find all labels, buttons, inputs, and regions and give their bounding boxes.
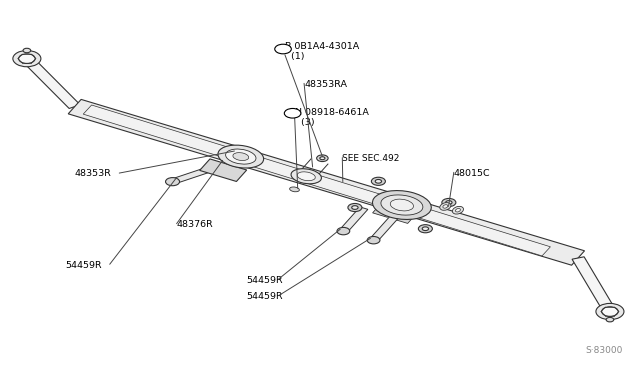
Ellipse shape bbox=[290, 187, 300, 192]
Ellipse shape bbox=[233, 153, 249, 161]
Ellipse shape bbox=[452, 206, 463, 214]
Polygon shape bbox=[21, 57, 80, 109]
Polygon shape bbox=[339, 207, 368, 232]
Text: 54459R: 54459R bbox=[246, 276, 284, 285]
Text: 48015C: 48015C bbox=[454, 169, 490, 177]
Text: N: N bbox=[289, 109, 296, 118]
Ellipse shape bbox=[218, 145, 264, 168]
Circle shape bbox=[367, 237, 380, 244]
Circle shape bbox=[337, 227, 349, 235]
Circle shape bbox=[13, 51, 41, 67]
Text: 54459R: 54459R bbox=[246, 292, 284, 301]
Circle shape bbox=[375, 179, 381, 183]
Circle shape bbox=[320, 157, 325, 160]
Polygon shape bbox=[393, 206, 419, 224]
Circle shape bbox=[19, 54, 35, 63]
Circle shape bbox=[606, 317, 614, 322]
Ellipse shape bbox=[381, 195, 423, 215]
Circle shape bbox=[419, 225, 433, 233]
Circle shape bbox=[284, 109, 301, 118]
Text: SEE SEC.492: SEE SEC.492 bbox=[342, 154, 399, 163]
Polygon shape bbox=[372, 200, 399, 217]
Circle shape bbox=[348, 203, 362, 212]
Polygon shape bbox=[200, 159, 246, 182]
Ellipse shape bbox=[456, 208, 460, 212]
Ellipse shape bbox=[291, 169, 321, 184]
Polygon shape bbox=[83, 105, 550, 256]
Text: B: B bbox=[280, 45, 286, 54]
Circle shape bbox=[596, 304, 624, 320]
Text: 48376R: 48376R bbox=[177, 220, 213, 229]
Ellipse shape bbox=[440, 203, 451, 210]
Circle shape bbox=[275, 44, 291, 54]
Circle shape bbox=[371, 177, 385, 185]
Ellipse shape bbox=[372, 190, 431, 219]
Text: 48353RA: 48353RA bbox=[304, 80, 347, 89]
Circle shape bbox=[317, 155, 328, 161]
Circle shape bbox=[23, 48, 31, 53]
Circle shape bbox=[445, 201, 452, 204]
Text: B 0B1A4-4301A
  (1): B 0B1A4-4301A (1) bbox=[285, 42, 359, 61]
Text: S·83000: S·83000 bbox=[586, 346, 623, 355]
Text: N 08918-6461A
  (3): N 08918-6461A (3) bbox=[294, 108, 369, 127]
Text: 54459R: 54459R bbox=[65, 261, 102, 270]
Polygon shape bbox=[170, 164, 221, 184]
Ellipse shape bbox=[390, 199, 413, 211]
Circle shape bbox=[166, 177, 180, 186]
Text: 48353R: 48353R bbox=[75, 169, 111, 177]
Polygon shape bbox=[68, 99, 584, 265]
Circle shape bbox=[422, 227, 429, 231]
Circle shape bbox=[352, 206, 358, 209]
Circle shape bbox=[442, 198, 456, 206]
Circle shape bbox=[602, 307, 618, 316]
Polygon shape bbox=[370, 216, 398, 241]
Ellipse shape bbox=[297, 172, 316, 181]
Ellipse shape bbox=[443, 205, 448, 208]
Polygon shape bbox=[572, 257, 616, 313]
Ellipse shape bbox=[225, 149, 256, 164]
